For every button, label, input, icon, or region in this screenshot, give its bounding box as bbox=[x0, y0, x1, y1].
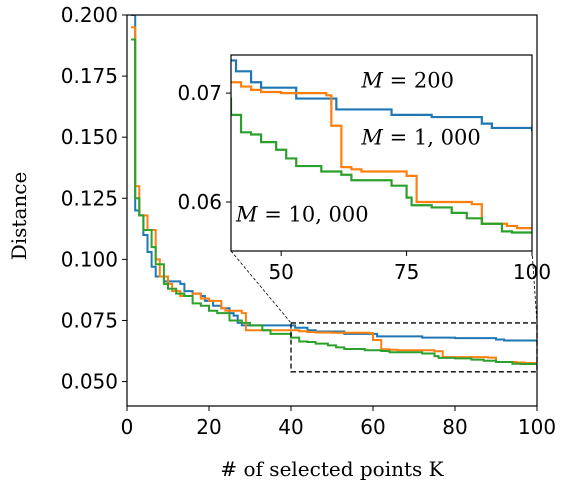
inset-label-3: M = 10, 000 bbox=[235, 203, 369, 227]
zoom-indicator bbox=[230, 250, 538, 373]
x-tick-label: 60 bbox=[360, 415, 385, 439]
inset-frame bbox=[230, 54, 533, 252]
inset-series-line-3 bbox=[231, 97, 532, 234]
y-tick-label: 0.200 bbox=[61, 3, 118, 27]
x-tick-label: 80 bbox=[442, 415, 467, 439]
inset-series-group bbox=[231, 59, 532, 234]
x-tick-label: 40 bbox=[278, 415, 303, 439]
inset-y-tick-label: 0.06 bbox=[177, 190, 222, 214]
inset-label-2: M = 1, 000 bbox=[360, 125, 480, 149]
inset-x-tick-label: 75 bbox=[394, 260, 419, 284]
y-tick-label: 0.150 bbox=[61, 125, 118, 149]
inset-series-line-1 bbox=[231, 59, 532, 132]
inset-y-tick-label: 0.07 bbox=[177, 81, 222, 105]
inset-ticks-group: 50 75 100 0.06 0.07 bbox=[177, 81, 551, 284]
series-line-2 bbox=[131, 26, 537, 364]
y-axis-label: Distance bbox=[7, 172, 31, 261]
x-tick-label: 100 bbox=[518, 415, 556, 439]
zoom-box bbox=[290, 322, 538, 373]
y-tick-label: 0.175 bbox=[61, 64, 118, 88]
inset-series-line-2 bbox=[231, 81, 532, 230]
y-tick-label: 0.100 bbox=[61, 247, 118, 271]
x-axis-label: # of selected points K bbox=[220, 457, 444, 481]
main-ticks-group: 0 20 40 60 80 100 0.050 0.075 0.100 0.125 0.150 0.1… bbox=[61, 3, 556, 439]
main-plot-frame bbox=[126, 14, 538, 407]
zoom-connector-left bbox=[230, 250, 292, 324]
inset-x-tick-label: 100 bbox=[513, 260, 551, 284]
inset-label-1: M = 200 bbox=[360, 69, 454, 93]
y-tick-label: 0.125 bbox=[61, 186, 118, 210]
inset-labels-group: M = 200 M = 1, 000 M = 10, 000 bbox=[235, 69, 481, 227]
y-tick-label: 0.050 bbox=[61, 370, 118, 394]
x-tick-label: 0 bbox=[121, 415, 134, 439]
x-tick-label: 20 bbox=[196, 415, 221, 439]
zoom-connector-right bbox=[531, 250, 538, 323]
y-tick-label: 0.075 bbox=[61, 308, 118, 332]
inset-x-tick-label: 50 bbox=[268, 260, 293, 284]
